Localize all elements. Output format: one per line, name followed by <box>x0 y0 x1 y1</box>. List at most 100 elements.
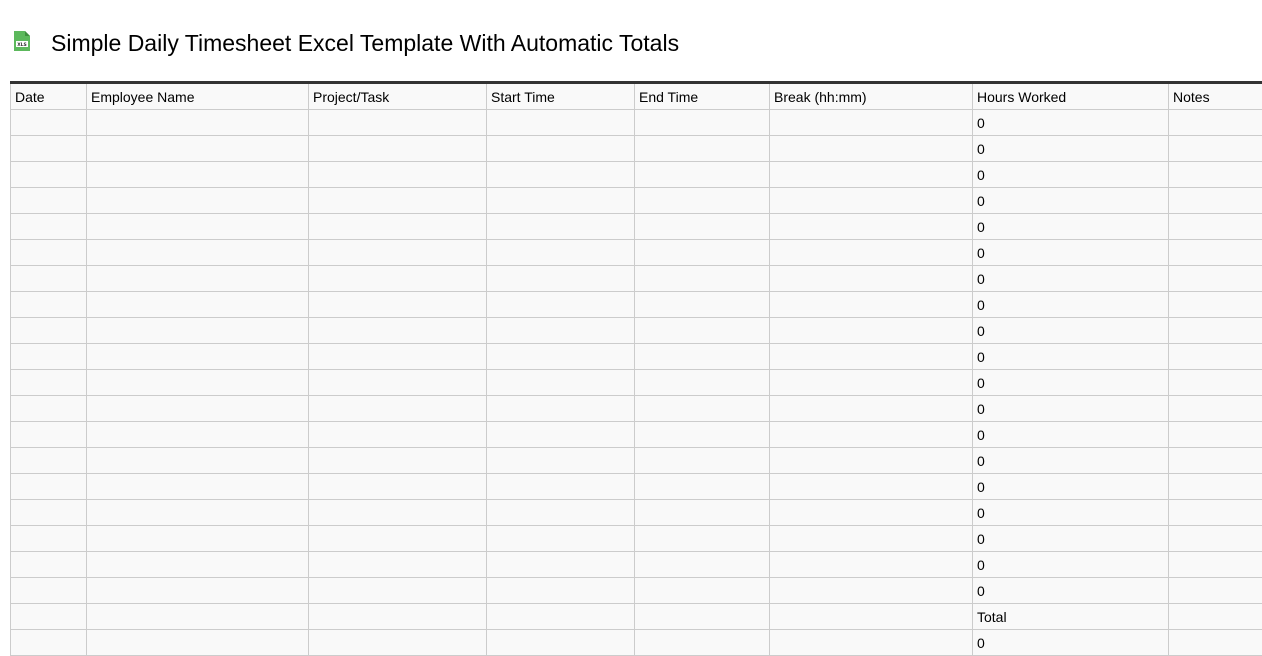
table-cell[interactable] <box>10 109 87 136</box>
table-cell[interactable] <box>86 239 309 266</box>
table-cell[interactable] <box>634 343 770 370</box>
table-cell[interactable] <box>634 551 770 578</box>
table-cell[interactable] <box>486 109 635 136</box>
table-cell[interactable] <box>486 551 635 578</box>
table-cell[interactable] <box>308 577 487 604</box>
table-cell[interactable] <box>1168 551 1262 578</box>
table-cell[interactable] <box>1168 317 1262 344</box>
hours-worked-cell[interactable]: 0 <box>972 395 1169 422</box>
table-cell[interactable] <box>634 291 770 318</box>
table-cell[interactable] <box>769 499 973 526</box>
table-cell[interactable] <box>308 265 487 292</box>
table-cell[interactable] <box>86 421 309 448</box>
table-cell[interactable] <box>769 525 973 552</box>
table-cell[interactable] <box>10 577 87 604</box>
hours-worked-cell[interactable]: 0 <box>972 239 1169 266</box>
table-cell[interactable] <box>10 395 87 422</box>
table-cell[interactable] <box>769 213 973 240</box>
table-cell[interactable] <box>769 161 973 188</box>
table-cell[interactable] <box>86 499 309 526</box>
table-cell[interactable] <box>634 395 770 422</box>
table-cell[interactable] <box>634 499 770 526</box>
table-cell[interactable] <box>10 551 87 578</box>
table-cell[interactable] <box>10 265 87 292</box>
table-cell[interactable] <box>486 525 635 552</box>
table-cell[interactable] <box>86 265 309 292</box>
hours-worked-cell[interactable]: 0 <box>972 213 1169 240</box>
table-cell[interactable] <box>1168 135 1262 162</box>
table-cell[interactable] <box>769 291 973 318</box>
table-cell[interactable] <box>634 473 770 500</box>
table-cell[interactable] <box>634 447 770 474</box>
hours-worked-cell[interactable]: 0 <box>972 551 1169 578</box>
table-cell[interactable] <box>769 135 973 162</box>
table-cell[interactable] <box>10 187 87 214</box>
table-cell[interactable] <box>634 603 770 630</box>
table-cell[interactable] <box>769 317 973 344</box>
table-cell[interactable] <box>634 525 770 552</box>
table-cell[interactable] <box>308 343 487 370</box>
table-cell[interactable] <box>308 551 487 578</box>
table-cell[interactable] <box>308 109 487 136</box>
table-cell[interactable] <box>308 473 487 500</box>
hours-worked-cell[interactable]: 0 <box>972 135 1169 162</box>
table-cell[interactable] <box>308 291 487 318</box>
table-cell[interactable] <box>486 499 635 526</box>
table-cell[interactable] <box>10 369 87 396</box>
table-cell[interactable] <box>634 577 770 604</box>
table-cell[interactable] <box>769 603 973 630</box>
table-cell[interactable] <box>1168 213 1262 240</box>
table-cell[interactable] <box>10 161 87 188</box>
table-cell[interactable] <box>1168 291 1262 318</box>
table-cell[interactable] <box>1168 473 1262 500</box>
table-cell[interactable] <box>486 265 635 292</box>
table-cell[interactable] <box>1168 395 1262 422</box>
table-cell[interactable] <box>308 317 487 344</box>
table-cell[interactable] <box>1168 603 1262 630</box>
table-cell[interactable] <box>486 395 635 422</box>
table-cell[interactable] <box>10 135 87 162</box>
table-cell[interactable] <box>86 213 309 240</box>
table-cell[interactable] <box>308 161 487 188</box>
table-cell[interactable] <box>769 629 973 656</box>
hours-worked-cell[interactable]: 0 <box>972 187 1169 214</box>
table-cell[interactable] <box>1168 629 1262 656</box>
table-cell[interactable] <box>308 213 487 240</box>
table-cell[interactable] <box>308 499 487 526</box>
table-cell[interactable] <box>1168 369 1262 396</box>
table-cell[interactable] <box>308 395 487 422</box>
hours-worked-cell[interactable]: Total <box>972 603 1169 630</box>
table-cell[interactable] <box>86 603 309 630</box>
table-cell[interactable] <box>10 525 87 552</box>
table-cell[interactable] <box>86 317 309 344</box>
table-cell[interactable] <box>486 317 635 344</box>
table-cell[interactable] <box>634 369 770 396</box>
table-cell[interactable] <box>86 447 309 474</box>
table-cell[interactable] <box>86 161 309 188</box>
hours-worked-cell[interactable]: 0 <box>972 525 1169 552</box>
table-cell[interactable] <box>308 421 487 448</box>
table-cell[interactable] <box>1168 109 1262 136</box>
hours-worked-cell[interactable]: 0 <box>972 317 1169 344</box>
table-cell[interactable] <box>769 187 973 214</box>
hours-worked-cell[interactable]: 0 <box>972 291 1169 318</box>
table-cell[interactable] <box>1168 265 1262 292</box>
table-cell[interactable] <box>634 317 770 344</box>
table-cell[interactable] <box>769 447 973 474</box>
table-cell[interactable] <box>86 343 309 370</box>
table-cell[interactable] <box>486 369 635 396</box>
table-cell[interactable] <box>769 239 973 266</box>
table-cell[interactable] <box>1168 239 1262 266</box>
table-cell[interactable] <box>308 239 487 266</box>
table-cell[interactable] <box>769 343 973 370</box>
table-cell[interactable] <box>486 187 635 214</box>
table-cell[interactable] <box>486 603 635 630</box>
table-cell[interactable] <box>10 343 87 370</box>
table-cell[interactable] <box>486 629 635 656</box>
table-cell[interactable] <box>86 369 309 396</box>
table-cell[interactable] <box>10 499 87 526</box>
table-cell[interactable] <box>634 187 770 214</box>
hours-worked-cell[interactable]: 0 <box>972 109 1169 136</box>
table-cell[interactable] <box>634 629 770 656</box>
table-cell[interactable] <box>308 629 487 656</box>
